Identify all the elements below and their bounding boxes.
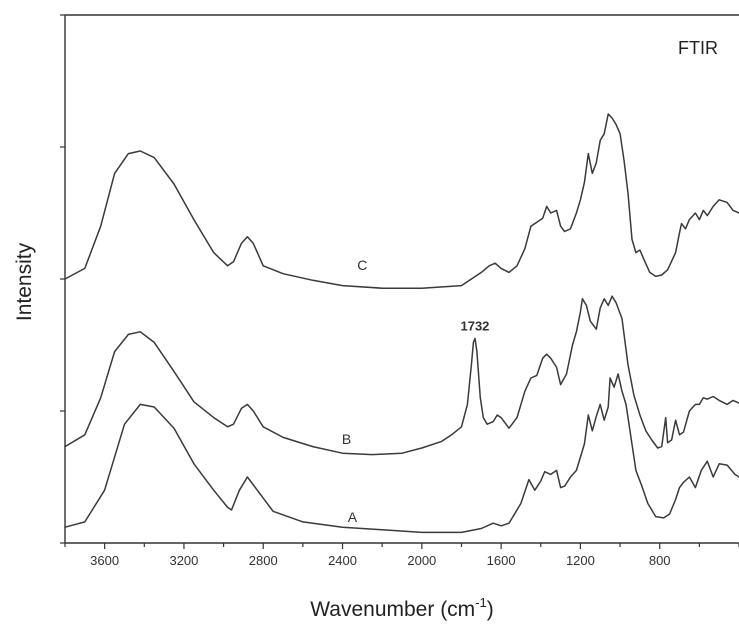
axes-group <box>64 14 739 544</box>
y-ticks-group <box>60 14 65 544</box>
x-tick-label: 1600 <box>487 553 516 568</box>
y-axis-title: Intensity <box>13 242 36 321</box>
x-tick-label: 1200 <box>566 553 595 568</box>
x-tick-label: 2800 <box>249 553 278 568</box>
x-axis-title-superscript: -1 <box>475 595 487 610</box>
x-axis-title: Wavenumber (cm-1) <box>310 595 494 621</box>
x-axis-title-main: Wavenumber (cm <box>310 598 475 621</box>
series-labels-group: A B C 1732 <box>342 257 490 525</box>
x-tick-label: 2000 <box>407 553 436 568</box>
series-line-c <box>64 113 739 289</box>
series-line-a <box>64 373 739 534</box>
x-tick-label: 2400 <box>328 553 357 568</box>
peak-annotation: 1732 <box>460 318 489 333</box>
x-tick-label: 3200 <box>169 553 198 568</box>
chart-title: FTIR <box>678 38 718 58</box>
series-label-c: C <box>357 257 367 273</box>
x-tick-label: 800 <box>649 553 671 568</box>
x-tick-label: 3600 <box>90 553 119 568</box>
series-group <box>64 113 739 534</box>
series-label-a: A <box>348 509 358 525</box>
series-label-b: B <box>342 431 351 447</box>
x-ticks-group: 3600 3200 2800 2400 2000 1600 1200 800 <box>64 543 739 568</box>
series-line-b <box>64 295 739 456</box>
x-axis-title-end: ) <box>487 598 494 621</box>
